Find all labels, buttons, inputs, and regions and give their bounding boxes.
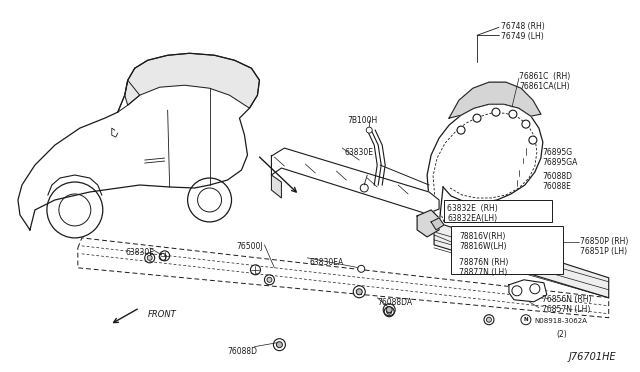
Text: 76851P (LH): 76851P (LH) <box>580 247 627 256</box>
Text: J76701HE: J76701HE <box>569 352 616 362</box>
Bar <box>444 200 552 222</box>
Polygon shape <box>434 220 609 298</box>
Text: 76748 (RH): 76748 (RH) <box>501 22 545 31</box>
Text: 76857N (LH): 76857N (LH) <box>542 305 590 314</box>
Text: 63832E  (RH): 63832E (RH) <box>447 204 498 213</box>
Circle shape <box>356 289 362 295</box>
Circle shape <box>529 136 537 144</box>
Text: 63830EA: 63830EA <box>309 258 344 267</box>
Polygon shape <box>125 53 259 108</box>
Text: N: N <box>524 317 528 322</box>
Polygon shape <box>271 148 439 214</box>
Polygon shape <box>449 82 541 118</box>
Circle shape <box>276 341 282 348</box>
Circle shape <box>366 127 372 133</box>
Text: 78816V(RH): 78816V(RH) <box>459 232 506 241</box>
Polygon shape <box>271 175 282 198</box>
Circle shape <box>509 110 517 118</box>
Polygon shape <box>509 280 547 302</box>
Circle shape <box>473 114 481 122</box>
Text: 7B100H: 7B100H <box>348 116 378 125</box>
Polygon shape <box>112 128 118 137</box>
Text: 78816W(LH): 78816W(LH) <box>459 242 506 251</box>
Circle shape <box>492 108 500 116</box>
Text: 76088E: 76088E <box>542 182 571 191</box>
Text: 78877N (LH): 78877N (LH) <box>459 268 508 277</box>
Text: 76749 (LH): 76749 (LH) <box>501 32 544 41</box>
Circle shape <box>457 126 465 134</box>
Text: 76861CA(LH): 76861CA(LH) <box>519 82 570 91</box>
Text: 63832EA(LH): 63832EA(LH) <box>447 214 497 223</box>
Text: 63830E: 63830E <box>125 248 155 257</box>
Text: 63830E: 63830E <box>344 148 373 157</box>
Text: 76856N (RH): 76856N (RH) <box>542 295 591 304</box>
Polygon shape <box>417 210 439 237</box>
Text: 76088D: 76088D <box>542 172 572 181</box>
Polygon shape <box>431 218 444 230</box>
Circle shape <box>386 307 392 313</box>
Bar <box>451 226 563 274</box>
Text: 76088D: 76088D <box>228 347 257 356</box>
Text: 76895GA: 76895GA <box>542 158 577 167</box>
Text: 78876N (RH): 78876N (RH) <box>459 258 508 267</box>
Circle shape <box>147 255 152 260</box>
Circle shape <box>486 317 492 322</box>
Circle shape <box>358 265 365 272</box>
Text: 76861C  (RH): 76861C (RH) <box>519 72 570 81</box>
Text: 76088DA: 76088DA <box>377 298 412 307</box>
Polygon shape <box>78 238 609 318</box>
Text: 76850P (RH): 76850P (RH) <box>580 237 628 246</box>
Text: N08918-3062A: N08918-3062A <box>534 318 587 324</box>
Text: 76895G: 76895G <box>542 148 572 157</box>
Text: (2): (2) <box>557 330 568 339</box>
Text: FRONT: FRONT <box>148 310 177 319</box>
Text: 76500J: 76500J <box>237 242 263 251</box>
Circle shape <box>387 309 392 314</box>
Circle shape <box>267 277 272 282</box>
Circle shape <box>522 120 530 128</box>
